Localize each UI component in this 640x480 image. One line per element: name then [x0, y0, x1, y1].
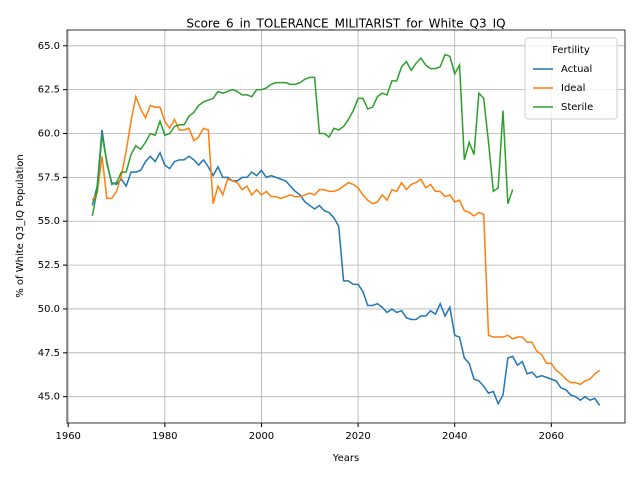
series-line: [91, 129, 601, 406]
x-tick-label: 2000: [249, 431, 274, 442]
series-line: [91, 53, 514, 217]
x-axis-label: Years: [332, 453, 359, 464]
legend-label: Ideal: [561, 83, 585, 94]
legend-label: Sterile: [561, 102, 593, 113]
x-tick-label: 2040: [442, 431, 467, 442]
x-tick-label: 1960: [55, 431, 80, 442]
x-tick-label: 2020: [345, 431, 370, 442]
y-tick-label: 45.0: [38, 392, 60, 403]
x-tick-label: 1980: [152, 431, 177, 442]
series-line: [91, 94, 601, 386]
y-tick-label: 47.5: [38, 348, 60, 359]
y-tick-label: 55.0: [38, 216, 60, 227]
y-axis-label: % of White Q3_IQ Population: [15, 154, 26, 298]
x-tick-label: 2060: [539, 431, 564, 442]
legend-title: Fertility: [552, 45, 590, 56]
legend-box: [524, 37, 618, 120]
plot-frame: [66, 29, 626, 424]
y-tick-label: 50.0: [38, 304, 60, 315]
y-tick-label: 65.0: [38, 41, 60, 52]
legend-label: Actual: [561, 64, 592, 75]
y-tick-label: 60.0: [38, 129, 60, 140]
y-tick-label: 62.5: [38, 85, 60, 96]
chart-title: Score_6_in_TOLERANCE_MILITARIST_for_Whit…: [186, 17, 505, 31]
y-tick-label: 52.5: [38, 260, 60, 271]
y-tick-label: 57.5: [38, 172, 60, 183]
